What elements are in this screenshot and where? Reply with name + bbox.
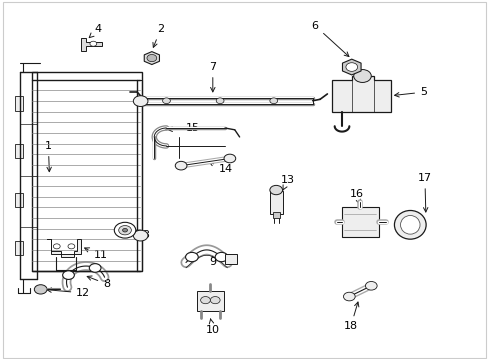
- Circle shape: [89, 264, 101, 272]
- Bar: [32, 72, 142, 271]
- Circle shape: [162, 98, 170, 104]
- Text: 5: 5: [394, 87, 426, 97]
- Bar: [341, 207, 378, 237]
- Circle shape: [34, 285, 47, 294]
- Circle shape: [114, 222, 136, 238]
- Bar: [15, 240, 22, 255]
- Text: 11: 11: [84, 248, 107, 260]
- Text: 7: 7: [209, 62, 216, 92]
- Circle shape: [122, 228, 127, 232]
- Circle shape: [133, 230, 148, 241]
- Text: 1: 1: [45, 141, 52, 172]
- Text: 4: 4: [89, 24, 102, 38]
- Polygon shape: [331, 76, 390, 112]
- Text: 6: 6: [311, 21, 348, 57]
- Circle shape: [343, 292, 354, 301]
- Circle shape: [210, 297, 220, 304]
- Polygon shape: [47, 239, 81, 257]
- Ellipse shape: [394, 211, 425, 239]
- Circle shape: [345, 63, 357, 71]
- Text: 3: 3: [136, 230, 149, 239]
- Polygon shape: [144, 51, 159, 64]
- Circle shape: [215, 252, 227, 262]
- Circle shape: [68, 244, 75, 249]
- Text: 10: 10: [205, 319, 219, 335]
- Text: 9: 9: [209, 253, 216, 267]
- Circle shape: [269, 185, 282, 195]
- Text: 14: 14: [208, 162, 233, 174]
- Bar: [15, 193, 22, 207]
- Ellipse shape: [400, 216, 419, 234]
- Circle shape: [185, 252, 198, 262]
- Circle shape: [365, 282, 376, 290]
- Circle shape: [53, 244, 60, 249]
- Text: 2: 2: [153, 24, 164, 47]
- Circle shape: [119, 226, 131, 235]
- Circle shape: [90, 41, 97, 46]
- Bar: [15, 96, 22, 111]
- Bar: [15, 144, 22, 158]
- Circle shape: [269, 98, 277, 104]
- Circle shape: [216, 98, 224, 104]
- Bar: [196, 291, 224, 311]
- Text: 17: 17: [417, 173, 431, 212]
- Circle shape: [62, 271, 74, 279]
- Polygon shape: [81, 39, 102, 51]
- Text: 8: 8: [87, 276, 110, 289]
- Circle shape: [175, 161, 186, 170]
- Circle shape: [224, 154, 235, 163]
- Text: 16: 16: [349, 189, 363, 205]
- Text: 18: 18: [343, 302, 358, 331]
- Polygon shape: [342, 59, 360, 75]
- Bar: [269, 191, 282, 214]
- Bar: [272, 212, 279, 218]
- Text: 12: 12: [47, 288, 90, 298]
- Circle shape: [353, 69, 370, 82]
- Circle shape: [200, 297, 210, 304]
- Text: 13: 13: [281, 175, 294, 190]
- Circle shape: [133, 96, 148, 107]
- Text: 15: 15: [167, 123, 200, 133]
- Bar: [224, 253, 237, 264]
- Circle shape: [147, 54, 157, 62]
